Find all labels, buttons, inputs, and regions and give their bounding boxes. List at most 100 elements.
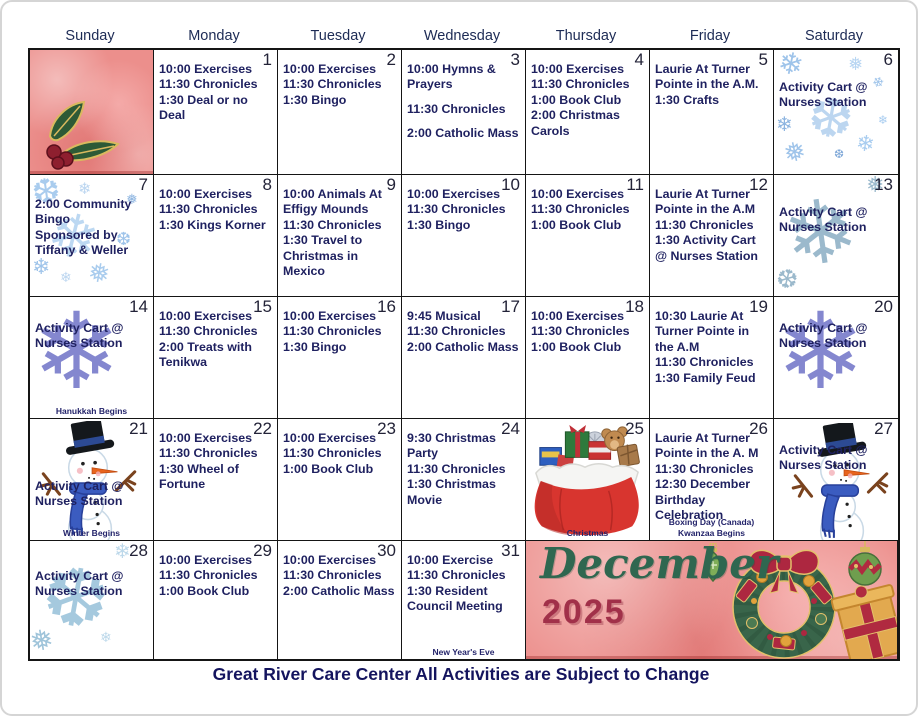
cell-prev-month: [30, 50, 154, 175]
activities-list: Activity Cart @ Nurses Station: [779, 80, 895, 111]
activity-text: Activity Cart @ Nurses Station: [35, 569, 124, 599]
activity-text: 10:00 Hymns & Prayers: [407, 62, 496, 92]
date-number: 9: [386, 175, 396, 194]
cell-dec-1: 1 10:00 Exercises 11:30 Chronicles 1:30 Dea…: [154, 50, 278, 175]
cell-dec-21: 21 Activity Cart @ Nurses Station Winter B…: [30, 419, 154, 541]
holiday-label: Christmas: [566, 527, 609, 538]
date-number: 13: [874, 175, 893, 194]
activity-text: 2:00 Catholic Mass: [407, 339, 519, 354]
cell-dec-16: 16 10:00 Exercises 11:30 Chronicles 1:30 Bi…: [278, 297, 402, 419]
cell-dec-17: 17 9:45 Musical 11:30 Chronicles 2:00 Catho…: [402, 297, 526, 419]
cell-dec-6: ❄ ❅ ❄ ❆ ❄ ❅ ❄ ❆ ❄ 6 Activity Cart @ Nurses Station: [774, 50, 898, 175]
activity-text: 12:30 December Birthday Celebration: [655, 477, 751, 522]
date-number: 10: [501, 175, 520, 194]
holiday-label: Kwanzaa Begins: [677, 527, 746, 538]
activities-list: Activity Cart @ Nurses Station: [779, 443, 895, 474]
day-header: Monday: [188, 28, 240, 44]
date-number: 29: [253, 541, 272, 560]
date-number: 19: [749, 297, 768, 316]
year-label: 2025: [542, 593, 626, 631]
activity-text: 1:00 Book Club: [531, 217, 622, 232]
activity-text: 1:30 Crafts: [655, 92, 720, 107]
activities-list: Laurie At Turner Pointe in the A.M 11:30 …: [655, 187, 770, 264]
activity-text: 1:30 Resident Council Meeting: [407, 583, 503, 614]
activity-text: 2:00 Catholic Mass: [407, 126, 519, 141]
activity-text: 10:00 Exercises: [159, 62, 253, 76]
activities-list: 9:30 Christmas Party 11:30 Chronicles 1:30…: [407, 431, 522, 508]
cell-dec-15: 15 10:00 Exercises 11:30 Chronicles 2:00 Tr…: [154, 297, 278, 419]
activity-text: 1:00 Book Club: [531, 339, 622, 354]
date-number: 16: [377, 297, 396, 316]
date-number: 8: [262, 175, 272, 194]
activity-text: 10:00 Exercises: [159, 431, 253, 445]
snowman-icon: [39, 421, 137, 540]
activity-text: Activity Cart @ Nurses Station: [779, 321, 868, 351]
cell-dec-31: 31 10:00 Exercise 11:30 Chronicles 1:30 Res…: [402, 541, 526, 659]
activity-text: Activity Cart @ Nurses Station: [779, 443, 868, 473]
snowflake-icon: ❄: [114, 541, 131, 563]
activity-text: 1:30 Wheel of Fortune: [159, 461, 239, 492]
cell-dec-9: 9 10:00 Animals At Effigy Mounds 11:30 Chr…: [278, 175, 402, 297]
activities-list: 10:00 Exercises 11:30 Chronicles 1:00 Book…: [159, 553, 274, 599]
ornament-teardrop-icon: [705, 543, 721, 583]
snowflake-icon: ❄: [78, 179, 92, 198]
snowflake-icon: ❅: [30, 622, 57, 659]
cell-dec-26: 26 Laurie At Turner Pointe in the A. M 11:…: [650, 419, 774, 541]
date-number: 30: [377, 541, 396, 560]
cell-dec-4: 4 10:00 Exercises 11:30 Chronicles 1:00 Boo…: [526, 50, 650, 175]
snowflake-icon: ❄: [878, 113, 889, 127]
activity-text: 10:00 Exercises: [531, 309, 625, 323]
activity-text: Laurie At Turner Pointe in the A. M: [655, 431, 759, 461]
cell-dec-13: ❄ ❅ ❆ 13 Activity Cart @ Nurses Station: [774, 175, 898, 297]
activities-list: 10:00 Exercises 11:30 Chronicles 1:30 Whee…: [159, 431, 274, 493]
activity-text: 1:00 Book Club: [159, 583, 250, 598]
activities-list: 10:00 Exercises 11:30 Chronicles 1:30 Bing…: [407, 187, 522, 233]
date-number: 20: [874, 297, 893, 316]
day-header: Wednesday: [423, 28, 501, 44]
date-number: 1: [262, 50, 272, 69]
activity-text: 10:00 Exercises: [283, 431, 377, 445]
cell-dec-14: ❄ 14 Activity Cart @ Nurses Station Hanukka…: [30, 297, 154, 419]
snowflake-icon: ❅: [85, 257, 113, 291]
activity-text: 10:00 Exercises: [531, 62, 625, 76]
activities-list: Activity Cart @ Nurses Station: [779, 205, 895, 236]
activities-list: 10:00 Exercises 11:30 Chronicles 2:00 Cath…: [283, 553, 398, 599]
activity-text: Activity Cart @ Nurses Station: [779, 205, 868, 235]
holiday-labels: New Year's Eve: [402, 647, 525, 658]
cell-dec-29: 29 10:00 Exercises 11:30 Chronicles 1:00 Bo…: [154, 541, 278, 659]
santa-bag-icon: [534, 424, 640, 536]
holiday-labels: Hanukkah Begins: [30, 406, 153, 417]
cell-dec-3: 3 10:00 Hymns & Prayers 11:30 Chronicles …: [402, 50, 526, 175]
activity-text: 2:00 Christmas Carols: [531, 108, 620, 138]
activity-text: Activity Cart @ Nurses Station: [35, 321, 124, 351]
activities-list: 10:00 Exercises 11:30 Chronicles 2:00 Trea…: [159, 309, 274, 371]
ornament-ball-icon: [848, 541, 882, 586]
snowflake-icon: ❄: [776, 112, 793, 136]
activity-text: 11:30 Chronicles: [159, 568, 258, 583]
cell-dec-5: 5 Laurie At Turner Pointe in the A.M. 1:30…: [650, 50, 774, 175]
day-header: Saturday: [804, 28, 864, 44]
activity-text: 11:30 Chronicles: [283, 77, 382, 92]
snowflake-icon: ❄: [774, 50, 807, 85]
holiday-labels: Winter Begins: [30, 528, 153, 539]
day-header: Thursday: [555, 28, 617, 44]
activity-text: 2:00 Community Bingo: [35, 197, 132, 227]
activity-text: 9:30 Christmas Party: [407, 431, 496, 461]
date-number: 23: [377, 419, 396, 438]
activity-text: 10:00 Exercise: [407, 553, 494, 567]
activity-text: 11:30 Chronicles: [159, 77, 258, 92]
calendar-grid: 1 10:00 Exercises 11:30 Chronicles 1:30 Dea…: [30, 50, 898, 659]
cell-dec-30: 30 10:00 Exercises 11:30 Chronicles 2:00 Ca…: [278, 541, 402, 659]
activities-list: 10:00 Exercise 11:30 Chronicles 1:30 Resid…: [407, 553, 522, 615]
date-number: 17: [501, 297, 520, 316]
activity-text: 11:30 Chronicles: [655, 217, 754, 232]
activity-text: 1:30 Kings Korner: [159, 217, 266, 232]
activity-text: 11:30 Chronicles: [407, 461, 506, 476]
snowflake-icon: ❅: [126, 192, 138, 208]
activity-text: 10:00 Exercises: [159, 553, 253, 567]
snowflake-icon: ❄: [854, 130, 877, 159]
date-number: 12: [749, 175, 768, 194]
activity-text: 11:30 Chronicles: [531, 324, 630, 339]
holiday-labels: Christmas: [526, 528, 649, 539]
